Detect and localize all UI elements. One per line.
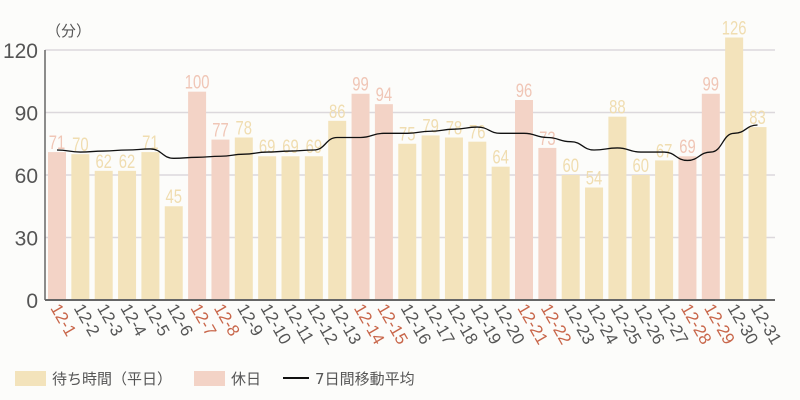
y-tick-label: 30: [15, 228, 38, 251]
bar: [561, 175, 580, 300]
bar-value-label: 67: [656, 141, 672, 162]
bar-value-label: 77: [212, 120, 228, 141]
bar: [141, 152, 160, 300]
bar: [515, 100, 533, 300]
bar: [351, 93, 370, 300]
legend: 待ち時間（平日） 休日 7日間移動平均: [15, 366, 437, 390]
bar-value-label: 64: [492, 147, 508, 168]
y-axis-unit-label: （分）: [46, 22, 91, 40]
bar: [678, 156, 697, 300]
legend-label-weekday: 待ち時間（平日）: [52, 369, 173, 388]
legend-item-weekday: 待ち時間（平日）: [15, 368, 172, 389]
y-axis-ticks: 0 30 60 90 120: [3, 40, 38, 313]
y-tick-label: 90: [15, 103, 38, 126]
bar: [398, 143, 417, 300]
bar-value-label: 73: [539, 128, 555, 149]
bar-value-label: 45: [166, 187, 182, 208]
legend-label-moving-average: 7日間移動平均: [315, 369, 415, 388]
bar-value-label: 76: [469, 122, 485, 143]
weekday-swatch-icon: [15, 370, 46, 386]
bar-value-label: 60: [633, 155, 649, 176]
bar: [655, 160, 674, 300]
bar-value-label: 71: [49, 132, 65, 153]
bar: [211, 139, 230, 300]
bar-value-label: 70: [72, 134, 88, 155]
bar-value-label: 126: [722, 18, 747, 39]
bar-value-label: 69: [679, 137, 695, 158]
bar-value-label: 96: [516, 80, 532, 101]
bar: [491, 166, 510, 300]
bar: [164, 206, 183, 300]
bar: [328, 120, 347, 300]
bar: [748, 127, 767, 300]
legend-item-moving-average: 7日間移動平均: [283, 368, 415, 389]
bar: [631, 175, 650, 300]
bar: [188, 91, 207, 301]
holiday-swatch-icon: [194, 370, 226, 386]
legend-item-holiday: 休日: [194, 368, 261, 389]
bar-value-label: 78: [236, 118, 252, 139]
bar-value-label: 99: [352, 74, 368, 95]
moving-average-line: [56, 124, 758, 162]
bar-value-label: 99: [703, 74, 719, 95]
bar: [258, 156, 277, 300]
bar-value-label: 79: [422, 116, 438, 137]
bar-value-labels: 71 70 62 62 71 45 100 77 78 69 69 69 86 99 94 75 79 78 76 6…: [49, 18, 766, 208]
bar-value-label: 86: [329, 101, 345, 122]
bar-value-label: 69: [306, 137, 322, 158]
bar: [585, 187, 604, 300]
bar-value-label: 83: [749, 107, 765, 128]
legend-label-holiday: 休日: [231, 369, 262, 388]
bar: [725, 37, 744, 300]
bar: [94, 170, 113, 300]
bar: [421, 135, 440, 300]
bar: [48, 152, 66, 300]
bar-value-label: 62: [119, 151, 135, 172]
bar: [71, 154, 90, 300]
x-axis-ticks: 12-112-212-312-412-512-612-712-812-912-1…: [47, 301, 786, 348]
bar-value-label: 54: [586, 168, 602, 189]
bar-value-label: 71: [142, 132, 158, 153]
y-tick-label: 60: [15, 165, 38, 188]
bar-value-label: 78: [446, 118, 462, 139]
bar-value-label: 94: [376, 84, 392, 105]
bar: [118, 170, 137, 300]
bar-value-label: 88: [609, 97, 625, 118]
bar: [701, 93, 720, 300]
bar: [374, 104, 393, 301]
bar-value-label: 60: [562, 155, 578, 176]
bar-value-label: 69: [282, 137, 298, 158]
axes: [44, 50, 775, 301]
y-tick-label: 120: [3, 40, 38, 63]
bar-value-label: 69: [259, 137, 275, 158]
bar: [234, 137, 253, 300]
bar: [304, 156, 323, 300]
line-swatch-icon: [283, 377, 310, 379]
bar-value-label: 62: [95, 151, 111, 172]
bar: [538, 147, 557, 300]
bar: [608, 116, 627, 301]
bar-value-label: 100: [185, 72, 210, 93]
bar-value-label: 75: [399, 124, 415, 145]
bars: [48, 37, 767, 301]
bar: [444, 137, 463, 300]
bar: [281, 156, 300, 300]
y-tick-label: 0: [26, 290, 38, 313]
bar: [468, 141, 487, 300]
